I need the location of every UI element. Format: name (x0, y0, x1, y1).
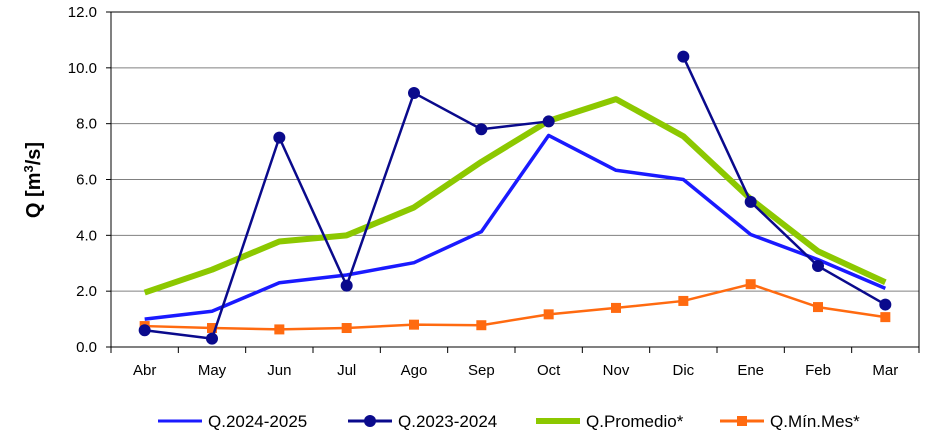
legend-item: Q.Mín.Mes* (720, 412, 860, 431)
data-point (409, 319, 419, 330)
series-line (144, 91, 549, 340)
x-tick-label: Jul (337, 362, 356, 379)
y-tick-label: 12.0 (68, 4, 97, 21)
legend-label: Q.2024-2025 (208, 412, 307, 431)
legend: Q.2024-2025 Q.2023-2024 Q.Promedio* Q.Mín.M… (158, 412, 860, 431)
x-tick-label: Mar (872, 362, 898, 379)
series-line (682, 56, 886, 306)
data-point (611, 302, 621, 313)
data-point (206, 332, 218, 345)
series-line (144, 282, 886, 331)
x-tick-label: Feb (805, 362, 831, 379)
data-point (813, 302, 823, 313)
data-point (812, 260, 824, 273)
data-point (340, 279, 353, 292)
data-point (745, 279, 756, 290)
data-point (744, 195, 757, 208)
data-point (273, 131, 286, 144)
data-point (408, 86, 420, 99)
y-tick-labels: 0.0 2.0 4.0 6.0 8.0 10.0 12.0 (68, 4, 97, 356)
data-point (341, 323, 352, 334)
y-axis-label: Q [m3/s] (21, 142, 45, 218)
legend-item: Q.Promedio* (536, 412, 684, 431)
gridlines (106, 11, 919, 348)
legend-marker (364, 415, 376, 427)
data-point (138, 324, 151, 337)
series-Q.2024-2025 (144, 133, 887, 321)
series-line (144, 133, 887, 321)
data-point (677, 50, 690, 63)
data-point (880, 312, 891, 323)
y-tick-label: 6.0 (76, 172, 97, 189)
x-tick-label: Ago (401, 362, 428, 379)
y-tick-label: 10.0 (68, 60, 97, 77)
data-point (543, 309, 554, 320)
y-tick-label: 8.0 (76, 116, 97, 133)
y-tick-label: 4.0 (76, 227, 97, 244)
x-tick-label: Ene (737, 362, 764, 379)
y-tick-label: 2.0 (76, 283, 97, 300)
data-point (274, 324, 285, 335)
series-Q.2023-2024 (138, 50, 892, 345)
legend-label: Q.2023-2024 (398, 412, 497, 431)
series-Q.Mín.Mes* (139, 279, 891, 335)
x-tick-labels: Abr May Jun Jul Ago Sep Oct Nov Dic Ene Feb Mar (110, 347, 920, 379)
x-tick-label: Sep (468, 362, 495, 379)
plot-area-border (110, 11, 920, 348)
series-lines (138, 50, 892, 345)
x-tick-label: Jun (267, 362, 291, 379)
x-tick-label: Nov (603, 362, 630, 379)
series-line (143, 96, 887, 296)
data-point (475, 123, 488, 136)
legend-marker (737, 416, 747, 426)
data-point (678, 295, 689, 306)
series-Q.Promedio* (143, 96, 887, 296)
x-tick-label: Abr (133, 362, 156, 379)
data-point (476, 320, 487, 331)
legend-label: Q.Promedio* (586, 412, 684, 431)
data-point (542, 115, 555, 128)
data-point (879, 298, 892, 311)
legend-label: Q.Mín.Mes* (770, 412, 860, 431)
legend-item: Q.2023-2024 (348, 412, 497, 431)
x-tick-label: Dic (672, 362, 694, 379)
legend-item: Q.2024-2025 (158, 412, 307, 431)
y-tick-label: 0.0 (76, 339, 97, 356)
data-point (207, 323, 217, 334)
x-tick-label: Oct (537, 362, 561, 379)
x-tick-label: May (198, 362, 227, 379)
